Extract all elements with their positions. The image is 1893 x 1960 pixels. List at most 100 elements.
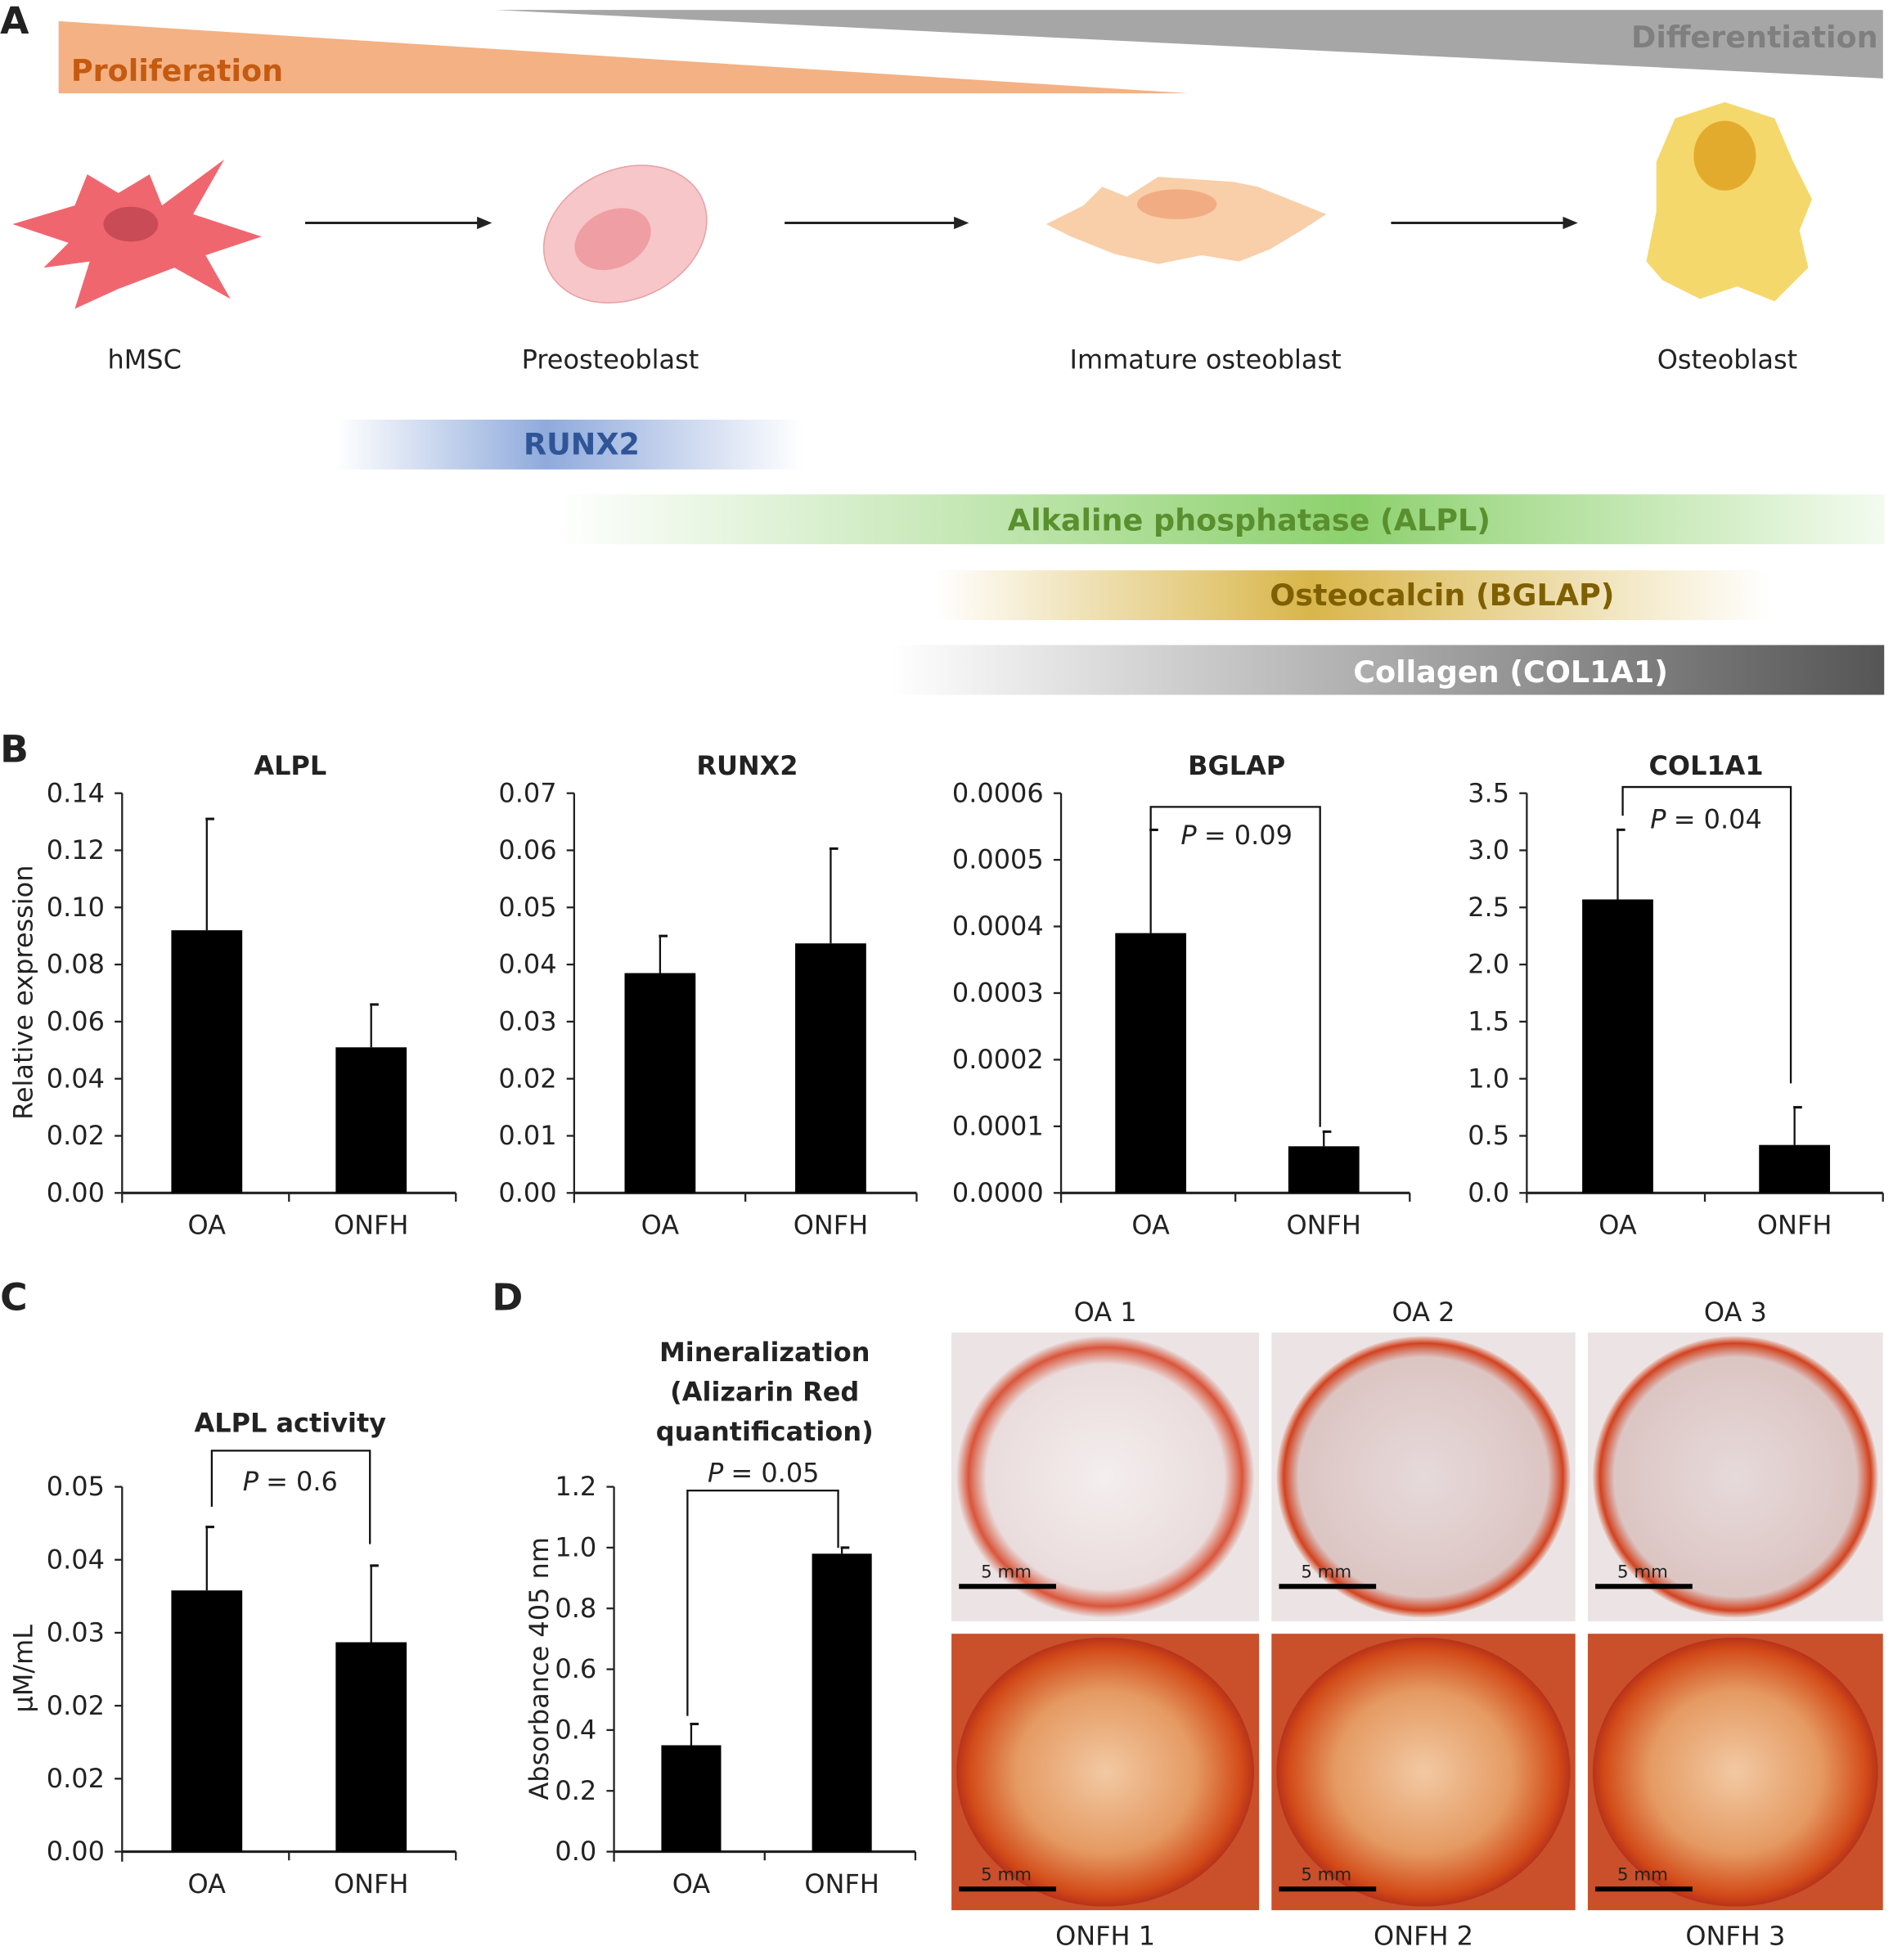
chart-mineralization: Mineralization (Alizarin Red quantificatio… xyxy=(524,1337,917,1899)
x-tick-label: OA xyxy=(641,1210,680,1241)
y-tick-label: 1.0 xyxy=(555,1532,596,1563)
chart-title: ALPL xyxy=(254,750,326,781)
hmsc-cell-icon xyxy=(12,159,262,309)
chart-runx2: RUNX2 0.00 0.01 0.02 0.03 0.04 0.05 0.06 0.07 OA O… xyxy=(498,750,918,1241)
bar-onfh xyxy=(335,1642,407,1852)
panel-label-d: D xyxy=(492,1275,523,1319)
x-tick-label: OA xyxy=(188,1210,227,1241)
y-tick-label: 0.0 xyxy=(555,1836,596,1867)
p-value-annotation: P = 0.05 xyxy=(708,1457,819,1488)
proliferation-wedge xyxy=(58,20,1189,94)
scale-bar-label: 5 mm xyxy=(1617,1562,1668,1583)
y-tick-label: 0.02 xyxy=(498,1063,556,1094)
y-tick-label: 0.00 xyxy=(47,1177,105,1208)
chart-col1a1: COL1A1 0.0 0.5 1.0 1.5 2.0 2.5 3.0 3.5 OA ONFH P = 0… xyxy=(1468,750,1884,1241)
y-tick-label: 0.04 xyxy=(498,949,556,980)
y-tick-label: 0.10 xyxy=(47,892,105,923)
x-tick-label: ONFH xyxy=(334,1210,408,1241)
y-tick-label: 1.2 xyxy=(555,1471,596,1502)
scale-bar-label: 5 mm xyxy=(1617,1865,1668,1886)
y-tick-label: 0.04 xyxy=(47,1544,105,1575)
chart-title-line: quantification) xyxy=(656,1416,874,1447)
y-tick-label: 0.6 xyxy=(555,1653,596,1684)
y-tick-label: 0.02 xyxy=(47,1690,105,1721)
y-tick-label: 0.05 xyxy=(498,892,556,923)
bar-oa xyxy=(1582,899,1653,1194)
panel-label-a: A xyxy=(0,0,29,43)
y-tick-label: 0.05 xyxy=(47,1471,105,1502)
bglap-gradient-bar xyxy=(933,570,1771,621)
panel-label-b: B xyxy=(0,728,29,771)
y-tick-label: 1.5 xyxy=(1468,1006,1509,1037)
chart-title-line: Mineralization xyxy=(659,1337,870,1368)
chart-title: COL1A1 xyxy=(1648,750,1763,781)
y-axis-label: Relative expression xyxy=(8,865,39,1120)
x-tick-label: ONFH xyxy=(804,1868,879,1899)
bar-oa xyxy=(171,930,243,1194)
x-tick-label: ONFH xyxy=(794,1210,868,1241)
bar-onfh xyxy=(812,1553,872,1852)
y-tick-label: 0.06 xyxy=(47,1006,105,1037)
p-label: P xyxy=(1180,820,1197,851)
y-tick-label: 0.4 xyxy=(555,1715,596,1746)
x-tick-label: ONFH xyxy=(1757,1210,1832,1241)
well-image-onfh-2: 5 mm ONFH 2 xyxy=(1271,1634,1576,1952)
chart-title: RUNX2 xyxy=(696,750,798,781)
scale-bar-label: 5 mm xyxy=(981,1562,1032,1583)
preosteoblast-cell-icon xyxy=(542,164,708,303)
y-tick-label: 0.08 xyxy=(47,949,105,980)
stage-label-osteoblast: Osteoblast xyxy=(1657,344,1797,375)
stage-arrows xyxy=(305,216,1578,230)
x-tick-label: OA xyxy=(672,1868,711,1899)
y-tick-label: 0.0005 xyxy=(952,844,1044,875)
well-image-oa-2: 5 mm OA 2 xyxy=(1271,1297,1576,1621)
y-tick-label: 0.12 xyxy=(47,834,105,865)
bar-onfh xyxy=(335,1047,407,1194)
y-tick-label: 0.02 xyxy=(47,1120,105,1151)
bar-onfh xyxy=(1288,1146,1360,1194)
runx2-marker-label: RUNX2 xyxy=(524,427,640,462)
y-tick-label: 0.14 xyxy=(47,777,105,808)
bar-oa xyxy=(171,1590,243,1852)
p-value: = 0.04 xyxy=(1674,803,1762,834)
bglap-marker-label: Osteocalcin (BGLAP) xyxy=(1270,578,1614,613)
alpl-gradient-bar xyxy=(554,494,1885,545)
y-axis-label: μM/mL xyxy=(8,1625,39,1713)
well-label: OA 2 xyxy=(1392,1297,1455,1328)
y-axis-label: Absorbance 405 nm xyxy=(524,1537,555,1800)
y-tick-label: 0.0001 xyxy=(952,1111,1044,1142)
chart-alpl-activity: ALPL activity μM/mL 0.00 0.02 0.02 0.03 0.04 0.… xyxy=(8,1408,457,1899)
y-tick-label: 2.0 xyxy=(1468,949,1509,980)
y-tick-label: 0.06 xyxy=(498,834,556,865)
p-value: = 0.09 xyxy=(1204,820,1293,851)
stage-label-preosteoblast: Preosteoblast xyxy=(522,344,699,375)
y-tick-label: 0.02 xyxy=(47,1763,105,1794)
osteoblast-cell-icon xyxy=(1646,101,1812,302)
well-label: ONFH 2 xyxy=(1374,1921,1473,1952)
alpl-marker-label: Alkaline phosphatase (ALPL) xyxy=(1008,502,1491,537)
well-label: OA 1 xyxy=(1074,1297,1137,1328)
p-value: = 0.05 xyxy=(731,1457,819,1488)
chart-title: BGLAP xyxy=(1188,750,1285,781)
stage-label-hmsc: hMSC xyxy=(107,344,181,375)
significance-bracket xyxy=(1621,785,1792,1084)
y-tick-label: 0.03 xyxy=(498,1006,556,1037)
significance-bracket xyxy=(1149,806,1321,1127)
y-tick-label: 0.0 xyxy=(1468,1177,1509,1208)
bar-onfh xyxy=(795,943,866,1194)
x-tick-label: OA xyxy=(188,1868,227,1899)
y-tick-label: 2.5 xyxy=(1468,892,1509,923)
y-tick-label: 0.0002 xyxy=(952,1044,1044,1075)
significance-bracket xyxy=(210,1450,371,1544)
well-label: ONFH 1 xyxy=(1055,1921,1155,1952)
x-tick-label: ONFH xyxy=(334,1868,408,1899)
y-tick-label: 0.2 xyxy=(555,1775,596,1806)
well-image-oa-3: 5 mm OA 3 xyxy=(1587,1297,1883,1621)
p-label: P xyxy=(708,1457,724,1488)
proliferation-label: Proliferation xyxy=(71,53,283,88)
panel-label-c: C xyxy=(0,1275,28,1319)
bar-oa xyxy=(661,1745,722,1852)
col1a1-marker-label: Collagen (COL1A1) xyxy=(1353,654,1668,690)
p-value-annotation: P = 0.6 xyxy=(243,1466,338,1497)
well-label: OA 3 xyxy=(1704,1297,1767,1328)
